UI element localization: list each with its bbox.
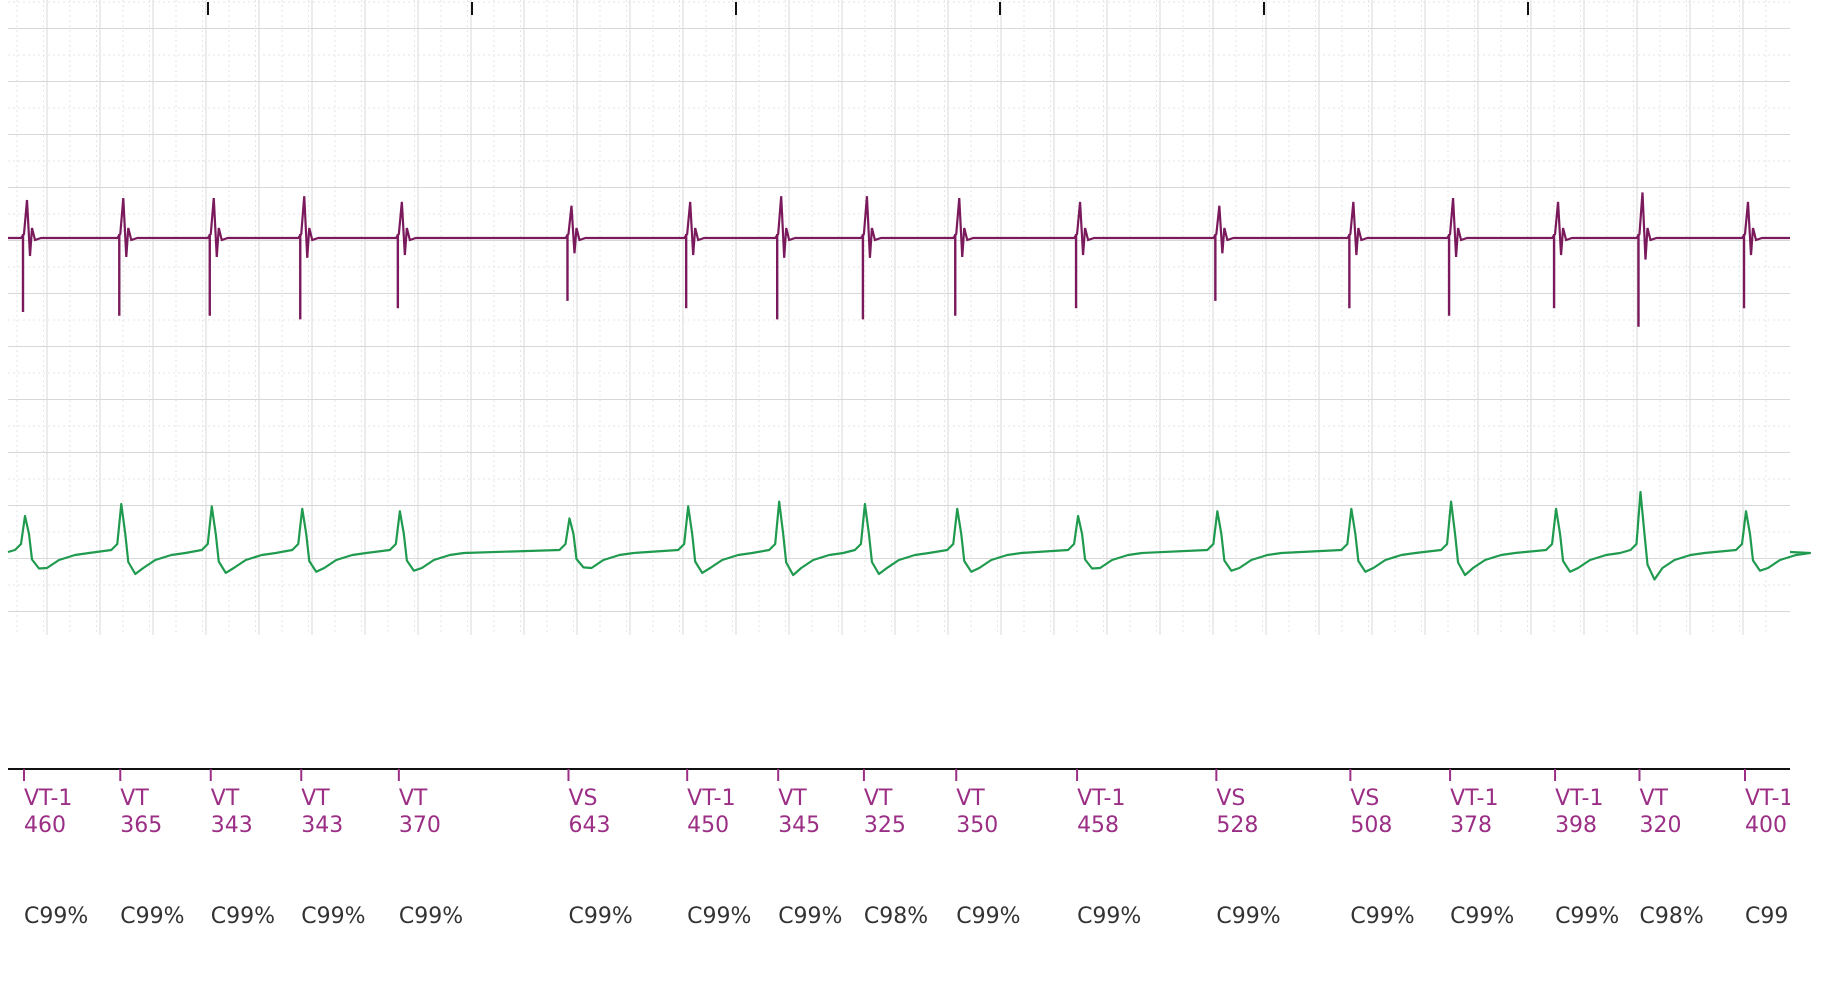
marker-annotations: VT-1460C99%VT365C99%VT343C99%VT343C99%VT… (23, 769, 1793, 929)
marker-confidence: C99% (568, 904, 632, 929)
marker-label: VT (1639, 786, 1668, 811)
marker-confidence: C99% (1350, 904, 1414, 929)
marker-label: VT (211, 786, 240, 811)
marker-confidence: C99% (687, 904, 751, 929)
marker-interval: 378 (1450, 813, 1492, 838)
marker-confidence: C98% (1639, 904, 1703, 929)
marker-confidence: C99% (301, 904, 365, 929)
lower-egm-channel (7, 490, 1812, 581)
marker-confidence: C99% (1450, 904, 1514, 929)
marker-label: VT-1 (1745, 786, 1793, 811)
marker-interval: 345 (778, 813, 820, 838)
marker-confidence: C99% (1216, 904, 1280, 929)
marker-confidence: C99% (120, 904, 184, 929)
marker-label: VT (956, 786, 985, 811)
marker-confidence: C99% (211, 904, 275, 929)
marker-interval: 400 (1745, 813, 1787, 838)
marker-interval: 508 (1350, 813, 1392, 838)
marker-interval: 398 (1555, 813, 1597, 838)
marker-interval: 370 (399, 813, 441, 838)
marker-confidence: C99% (399, 904, 463, 929)
marker-confidence: C99% (778, 904, 842, 929)
marker-interval: 460 (24, 813, 66, 838)
marker-label: VT (301, 786, 330, 811)
time-ticks (207, 2, 1529, 15)
grid (8, 0, 1790, 635)
marker-label: VT (864, 786, 893, 811)
marker-label: VT (399, 786, 428, 811)
marker-label: VT-1 (1450, 786, 1498, 811)
marker-channel: VT-1460C99%VT365C99%VT343C99%VT343C99%VT… (8, 768, 1793, 929)
marker-label: VT-1 (1555, 786, 1603, 811)
marker-interval: 343 (301, 813, 343, 838)
marker-interval: 350 (956, 813, 998, 838)
marker-confidence: C99% (956, 904, 1020, 929)
marker-label: VT-1 (24, 786, 72, 811)
marker-confidence: C99% (1077, 904, 1141, 929)
marker-confidence: C98% (864, 904, 928, 929)
marker-interval: 458 (1077, 813, 1119, 838)
marker-interval: 325 (864, 813, 906, 838)
marker-label: VT (778, 786, 807, 811)
marker-interval: 320 (1639, 813, 1681, 838)
marker-interval: 450 (687, 813, 729, 838)
marker-label: VT-1 (1077, 786, 1125, 811)
marker-interval: 365 (120, 813, 162, 838)
marker-interval: 528 (1216, 813, 1258, 838)
marker-interval: 643 (568, 813, 610, 838)
marker-label: VT (120, 786, 149, 811)
marker-label: VT-1 (687, 786, 735, 811)
marker-confidence: C99% (24, 904, 88, 929)
upper-egm-channel (8, 192, 1790, 327)
upper-egm-trace (8, 192, 1790, 260)
marker-label: VS (1350, 786, 1379, 811)
marker-interval: 343 (211, 813, 253, 838)
marker-label: VS (568, 786, 597, 811)
lower-egm-trace (7, 490, 1812, 581)
marker-confidence: C99 (1745, 904, 1788, 929)
marker-confidence: C99% (1555, 904, 1619, 929)
marker-label: VS (1216, 786, 1245, 811)
